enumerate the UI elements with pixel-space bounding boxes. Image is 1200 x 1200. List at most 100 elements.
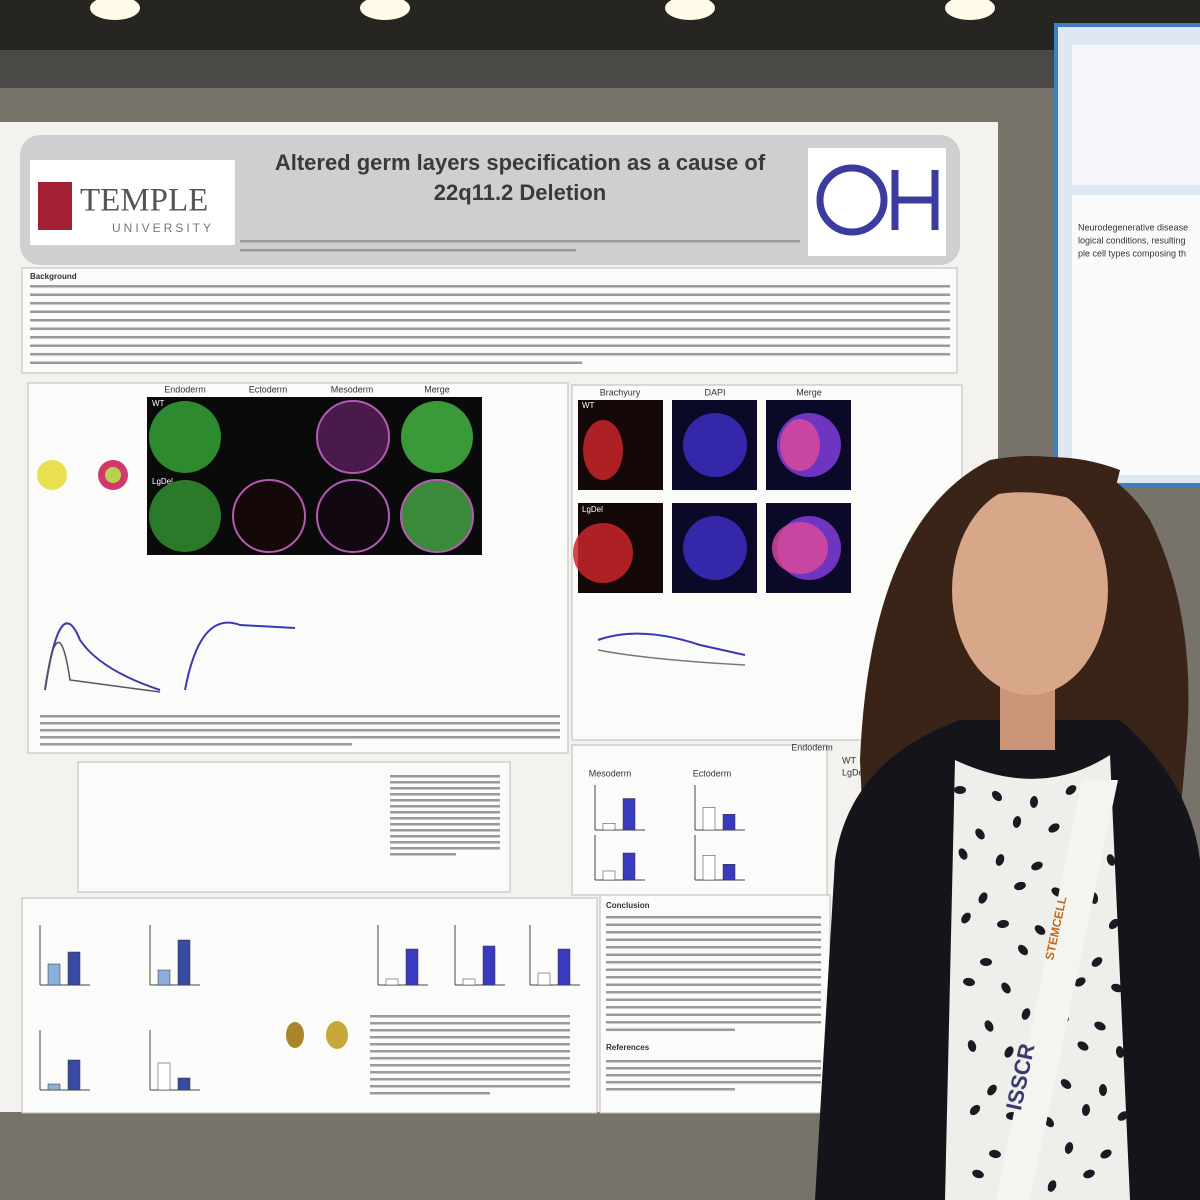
- text-line: [606, 991, 821, 994]
- institution-name: TEMPLE: [80, 183, 208, 219]
- text-line: [30, 310, 950, 313]
- text-line: [370, 1022, 570, 1025]
- text-line: [370, 1036, 570, 1039]
- trace: [184, 621, 296, 691]
- text-line: [40, 715, 560, 718]
- shirt-dot: [1106, 854, 1116, 866]
- shirt-dot: [963, 977, 975, 987]
- embryo-photo: [326, 1021, 348, 1049]
- poster-header: [20, 135, 960, 265]
- shirt-dot: [1065, 785, 1077, 795]
- text-line: [390, 853, 456, 856]
- face: [952, 485, 1108, 695]
- embryo-disc: [316, 479, 390, 553]
- shirt-dot: [1029, 796, 1039, 808]
- text-line: [606, 916, 821, 919]
- plot-bar: [157, 969, 171, 986]
- text-line: [390, 817, 500, 820]
- shirt-dot: [1021, 1008, 1031, 1020]
- column-label: Brachyury: [600, 387, 641, 397]
- text-line: [30, 302, 950, 305]
- column-label: DAPI: [704, 387, 725, 397]
- text-line: [606, 1013, 821, 1016]
- text-line: [370, 1092, 490, 1095]
- panel-heading: Ectoderm: [693, 768, 732, 778]
- column-label: Endoderm: [164, 384, 206, 394]
- neighbor-text: Neurodegenerative disease: [1078, 222, 1188, 232]
- shirt-dot: [1077, 1041, 1089, 1051]
- text-line: [606, 938, 821, 941]
- plot-bar: [602, 823, 616, 831]
- text-line: [606, 1067, 821, 1070]
- text-line: [370, 1043, 570, 1046]
- section-heading: Background: [30, 272, 77, 281]
- plot-bar: [47, 963, 61, 986]
- text-line: [390, 787, 500, 790]
- plot-bar: [385, 978, 399, 986]
- text-line: [30, 336, 950, 339]
- text-line: [370, 1015, 570, 1018]
- text-line: [40, 722, 560, 725]
- neighbor-body: [1072, 195, 1200, 475]
- shirt-dot: [1012, 816, 1022, 828]
- plot-bar: [177, 1077, 191, 1091]
- text-line: [30, 285, 950, 288]
- institution-subtitle: UNIVERSITY: [112, 221, 214, 235]
- text-line: [390, 823, 500, 826]
- text-line: [390, 829, 500, 832]
- shirt-dot: [997, 919, 1009, 929]
- figure-panel: [77, 761, 511, 893]
- panel-heading: Endoderm: [791, 742, 833, 752]
- text-line: [606, 976, 821, 979]
- shirt-dot: [1047, 1180, 1057, 1192]
- neighbor-text: logical conditions, resulting: [1078, 235, 1186, 245]
- shirt-dot: [954, 786, 966, 794]
- decor: WT LgDel: [30, 240, 950, 1095]
- signal: [683, 516, 747, 580]
- embryo-photo: [286, 1022, 304, 1048]
- text-line: [606, 1028, 735, 1031]
- text-line: [606, 1081, 821, 1084]
- trace: [44, 641, 161, 693]
- row-label: WT: [152, 399, 165, 408]
- chop-logo-h: [891, 170, 939, 230]
- text-line: [390, 793, 500, 796]
- plot-bar: [722, 814, 736, 831]
- text-line: [40, 743, 352, 746]
- plot-bar: [702, 855, 716, 881]
- poster-title: Altered germ layers specification as a c…: [274, 150, 766, 205]
- plot-bar: [47, 1083, 61, 1091]
- shirt-dot: [1031, 861, 1043, 871]
- embryo-disc: [316, 400, 390, 474]
- shirt-dot: [1060, 1079, 1072, 1089]
- plot-bar: [722, 864, 736, 881]
- text-line: [606, 961, 821, 964]
- shirt-dot: [1108, 918, 1120, 930]
- text-line: [390, 799, 500, 802]
- light: [90, 0, 140, 20]
- text-line: [606, 1021, 821, 1024]
- plot-bar: [537, 972, 551, 986]
- column-label: Merge: [424, 384, 450, 394]
- column-label: Mesoderm: [331, 384, 374, 394]
- signal: [772, 522, 828, 574]
- shirt-dot: [961, 912, 971, 924]
- text-line: [30, 319, 950, 322]
- light: [360, 0, 410, 20]
- text-line: [606, 998, 821, 1001]
- hair-fringe: [940, 457, 1120, 520]
- text-line: [370, 1085, 570, 1088]
- shirt-dot: [984, 1020, 994, 1032]
- shirt-dot: [1034, 925, 1046, 935]
- row-label: LgDel: [582, 505, 603, 514]
- shirt-dot: [967, 1040, 977, 1052]
- plot-bar: [177, 939, 191, 986]
- panel-heading: Mesoderm: [589, 768, 632, 778]
- plot-bar: [462, 978, 476, 986]
- beam: [0, 50, 1200, 88]
- shirt-dot: [1117, 1111, 1129, 1121]
- shirt-dot: [1004, 1046, 1014, 1058]
- shirt-dot: [1100, 1149, 1112, 1159]
- text-line: [40, 736, 560, 739]
- shirt-dot: [1064, 1142, 1074, 1154]
